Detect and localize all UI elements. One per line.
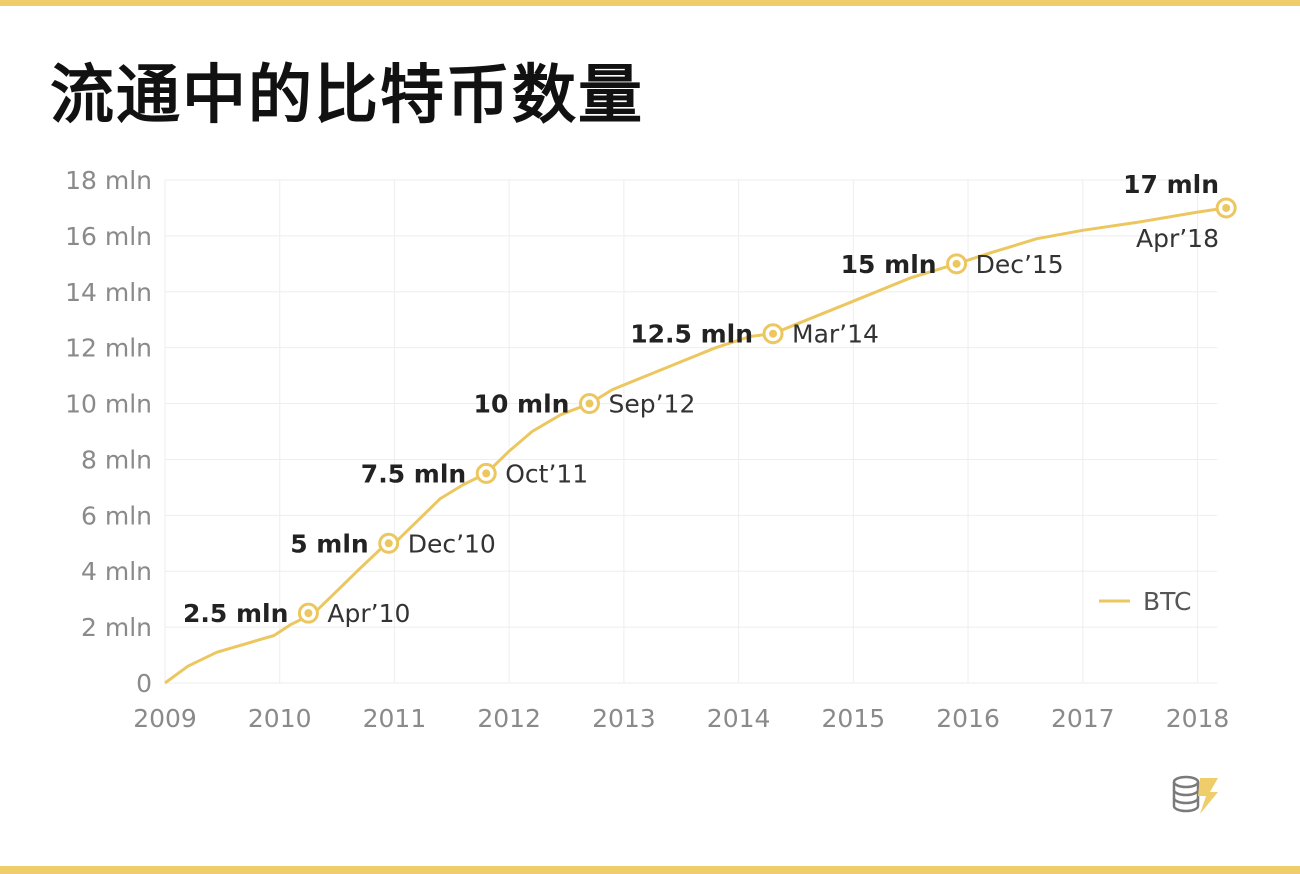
grid-lines	[164, 179, 1218, 684]
data-value-label: 5 mln	[290, 529, 369, 558]
data-value-label: 12.5 mln	[630, 320, 753, 349]
data-point-core	[769, 329, 778, 338]
x-tick-label: 2018	[1166, 704, 1230, 733]
x-tick-label: 2016	[936, 704, 1000, 733]
y-tick-label: 10 mln	[65, 390, 152, 419]
series-line-btc	[164, 206, 1227, 685]
data-point-core	[384, 539, 393, 548]
y-axis-ticks: 0 2 mln 4 mln 6 mln 8 mln 10 mln 12 mln 14 mln 1…	[65, 166, 152, 698]
x-tick-label: 2012	[477, 704, 541, 733]
data-date-label: Mar’14	[792, 320, 879, 349]
data-point-core	[1222, 203, 1231, 212]
y-tick-label: 8 mln	[81, 445, 152, 474]
y-tick-label: 18 mln	[65, 166, 152, 195]
series-group	[164, 206, 1227, 685]
page-title: 流通中的比特币数量	[50, 59, 644, 133]
y-tick-label: 16 mln	[65, 222, 152, 251]
y-tick-label: 4 mln	[81, 557, 152, 586]
x-tick-label: 2014	[707, 704, 771, 733]
data-point-core	[482, 469, 491, 478]
data-value-label: 7.5 mln	[361, 459, 466, 488]
y-tick-label: 0	[136, 669, 152, 698]
y-tick-label: 2 mln	[81, 613, 152, 642]
annotations: 2.5 mln Apr’10 5 mln Dec’10 7.5 mln Oct’11 10 …	[183, 170, 1237, 628]
x-axis-ticks: 2009 2010 2011 2012 2013 2014 2015 2016 2017 2018	[133, 704, 1229, 733]
data-value-label: 17 mln	[1123, 170, 1219, 199]
data-point-core	[952, 259, 961, 268]
data-point-core	[304, 609, 313, 618]
x-tick-label: 2011	[363, 704, 427, 733]
data-value-label: 2.5 mln	[183, 599, 288, 628]
data-date-label: Apr’18	[1136, 224, 1219, 253]
data-date-label: Dec’15	[976, 250, 1064, 279]
top-accent-bar	[0, 0, 1300, 6]
y-tick-label: 14 mln	[65, 278, 152, 307]
y-tick-label: 6 mln	[81, 501, 152, 530]
x-tick-label: 2017	[1051, 704, 1115, 733]
coin-stack-lightning-icon	[1172, 775, 1218, 814]
bottom-accent-bar	[0, 866, 1300, 874]
data-date-label: Sep’12	[608, 390, 695, 419]
data-date-label: Apr’10	[327, 599, 410, 628]
data-point-core	[585, 399, 594, 408]
x-tick-label: 2009	[133, 704, 197, 733]
x-tick-label: 2013	[592, 704, 656, 733]
x-tick-label: 2015	[822, 704, 886, 733]
legend: BTC	[1099, 587, 1191, 616]
data-value-label: 15 mln	[841, 250, 937, 279]
x-tick-label: 2010	[248, 704, 312, 733]
y-tick-label: 12 mln	[65, 334, 152, 363]
data-date-label: Oct’11	[505, 459, 588, 488]
data-date-label: Dec’10	[408, 529, 496, 558]
legend-label: BTC	[1143, 587, 1191, 616]
data-value-label: 10 mln	[474, 390, 570, 419]
